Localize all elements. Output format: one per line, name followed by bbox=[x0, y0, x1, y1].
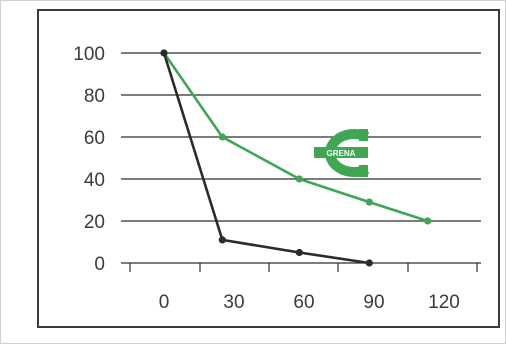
y-tick-label: 100 bbox=[73, 44, 105, 65]
series-1 bbox=[160, 49, 432, 225]
series-line bbox=[162, 52, 370, 265]
gridlines bbox=[121, 52, 481, 264]
grena-logo: GRENA bbox=[314, 129, 370, 177]
y-tick-label: 60 bbox=[84, 128, 105, 149]
logo-serif-bottom bbox=[359, 165, 368, 177]
x-tick-label: 60 bbox=[293, 292, 314, 313]
data-point bbox=[160, 49, 168, 57]
data-point bbox=[218, 236, 226, 244]
x-tick-label: 0 bbox=[159, 292, 170, 313]
x-tick-label: 30 bbox=[223, 292, 244, 313]
logo-text: GRENA bbox=[327, 149, 356, 158]
x-axis: 0 30 60 90 120 bbox=[129, 263, 478, 313]
y-tick-label: 0 bbox=[94, 254, 105, 275]
logo-band bbox=[314, 147, 368, 158]
data-point bbox=[295, 175, 303, 183]
y-tick-label: 80 bbox=[84, 86, 105, 107]
x-tick-label: 90 bbox=[363, 292, 384, 313]
data-point bbox=[365, 198, 373, 206]
logo-serif-top bbox=[359, 129, 368, 141]
series-layer bbox=[160, 49, 432, 267]
y-tick-label: 40 bbox=[84, 170, 105, 191]
data-point bbox=[295, 248, 303, 257]
data-point bbox=[218, 133, 226, 141]
data-point bbox=[365, 259, 373, 267]
data-point bbox=[424, 217, 432, 225]
y-axis: 0 20 40 60 80 100 bbox=[73, 44, 105, 275]
series-2 bbox=[160, 49, 373, 267]
plot-border bbox=[37, 9, 500, 328]
y-tick-label: 20 bbox=[84, 212, 105, 233]
x-tick-label: 120 bbox=[428, 292, 460, 313]
